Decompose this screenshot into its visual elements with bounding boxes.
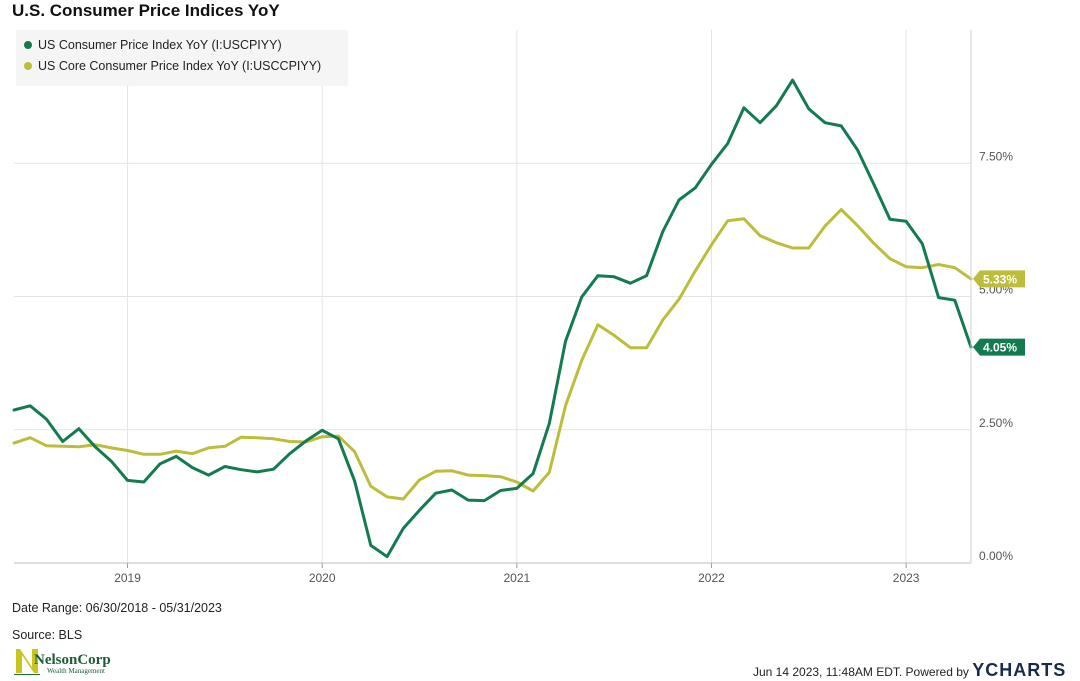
legend-label-cpi: US Consumer Price Index YoY (I:USCPIYY): [38, 38, 282, 52]
y-tick-label: 0.00%: [979, 549, 1013, 563]
series-layer: [12, 78, 973, 559]
powered-by-label: Powered by: [905, 665, 969, 679]
chart-legend: US Consumer Price Index YoY (I:USCPIYY) …: [16, 30, 348, 86]
logo-name: NelsonCorp: [34, 652, 111, 668]
logo-tagline: Wealth Management: [47, 667, 105, 675]
legend-item-core[interactable]: US Core Consumer Price Index YoY (I:USCC…: [24, 59, 321, 73]
legend-swatch-core: [24, 61, 32, 70]
ycharts-logo[interactable]: YCHARTS: [972, 660, 1067, 680]
series-line-core: [12, 208, 973, 501]
source-label: Source: BLS: [12, 628, 83, 642]
flag-shape: [973, 338, 1025, 356]
nelsoncorp-logo-icon: NelsonCorp Wealth Management: [14, 643, 134, 676]
timestamp: Jun 14 2023, 11:48AM EDT.: [753, 665, 903, 679]
flag-shape: [973, 270, 1025, 288]
grid-layer: [14, 30, 971, 564]
y-tick-label: 7.50%: [979, 149, 1013, 163]
series-line-cpi: [12, 78, 973, 559]
last-value-flag-core: 5.33%: [973, 270, 1025, 288]
x-tick-label: 2022: [698, 571, 725, 585]
legend-label-core: US Core Consumer Price Index YoY (I:USCC…: [38, 59, 322, 73]
last-value-flag-cpi: 4.05%: [973, 338, 1025, 356]
date-range: Date Range: 06/30/2018 - 05/31/2023: [12, 601, 222, 615]
legend-swatch-cpi: [24, 40, 32, 49]
flag-layer: 4.05% 5.33%: [973, 270, 1025, 356]
x-tick-label: 2020: [309, 571, 336, 585]
chart-title: U.S. Consumer Price Indices YoY: [12, 1, 280, 20]
flag-label: 4.05%: [983, 341, 1017, 355]
axis-layer: 0.00%2.50%5.00%7.50%2019 2020 2021 2022 2023: [14, 30, 1013, 585]
x-tick-label: 2021: [503, 571, 530, 585]
y-tick-label: 2.50%: [979, 416, 1013, 430]
x-tick-label: 2019: [114, 571, 141, 585]
chart-credit: Jun 14 2023, 11:48AM EDT. Powered by YCH…: [753, 660, 1066, 681]
flag-label: 5.33%: [983, 272, 1017, 286]
x-tick-label: 2023: [893, 571, 920, 585]
legend-item-cpi[interactable]: US Consumer Price Index YoY (I:USCPIYY): [24, 38, 282, 52]
